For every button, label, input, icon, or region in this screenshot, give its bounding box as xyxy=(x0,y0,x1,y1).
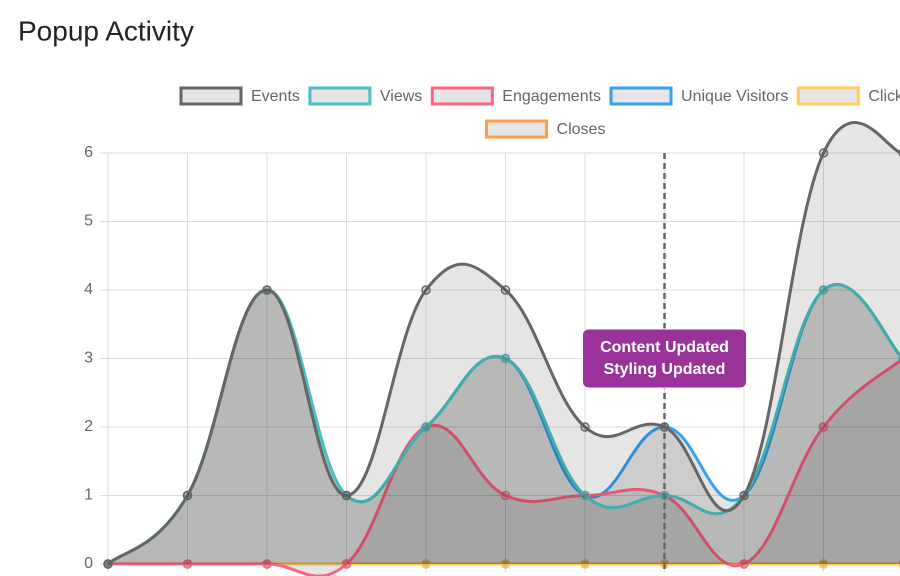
y-tick-label: 2 xyxy=(84,418,93,435)
point xyxy=(500,285,511,295)
point xyxy=(262,285,272,295)
series-area xyxy=(108,360,900,576)
point xyxy=(739,559,749,569)
y-tick-label: 0 xyxy=(84,555,93,572)
y-tick-label: 4 xyxy=(84,281,93,298)
point xyxy=(739,490,749,501)
legend: Events Views Engagements Unique Visitors Cli… xyxy=(179,86,900,139)
annotation-label: Styling Updated xyxy=(604,361,726,378)
point xyxy=(580,559,590,569)
series-area xyxy=(108,122,900,564)
point xyxy=(500,559,511,569)
point xyxy=(500,353,511,364)
legend-swatch xyxy=(430,86,494,106)
point xyxy=(341,559,352,569)
point xyxy=(500,490,511,501)
y-tick-label: 3 xyxy=(84,350,93,367)
point xyxy=(580,422,590,432)
point xyxy=(421,422,431,432)
point xyxy=(580,490,590,501)
legend-label: Views xyxy=(380,88,422,105)
y-tick-label: 1 xyxy=(84,487,93,504)
point xyxy=(818,422,829,432)
y-tick-label: 5 xyxy=(84,213,93,230)
legend-swatch xyxy=(609,86,673,106)
point xyxy=(341,490,352,501)
point xyxy=(103,559,113,569)
legend-item: Unique Visitors xyxy=(609,86,788,106)
point xyxy=(421,285,431,295)
legend-swatch xyxy=(796,86,860,106)
legend-swatch xyxy=(308,86,372,106)
legend-label: Events xyxy=(251,88,300,105)
chart-title: Popup Activity xyxy=(18,15,194,46)
legend-label: Clicks xyxy=(868,88,900,105)
legend-swatch xyxy=(179,86,243,106)
annotation-label: Content Updated xyxy=(600,339,729,356)
annotation-box xyxy=(582,328,747,389)
point xyxy=(818,285,829,295)
series-area xyxy=(108,284,900,564)
point xyxy=(818,559,829,569)
legend-item: Views xyxy=(308,86,422,106)
legend-item: Closes xyxy=(485,119,606,139)
point xyxy=(421,559,431,569)
series-line xyxy=(107,121,900,566)
legend-item: Engagements xyxy=(430,86,601,106)
y-tick-label: 6 xyxy=(84,144,93,161)
legend-swatch xyxy=(485,119,549,139)
legend-label: Engagements xyxy=(502,88,601,105)
point xyxy=(818,148,829,158)
legend-item: Clicks xyxy=(796,86,900,106)
point xyxy=(182,490,193,501)
point xyxy=(262,559,272,569)
legend-item: Events xyxy=(179,86,300,106)
legend-label: Unique Visitors xyxy=(681,88,788,105)
point xyxy=(182,559,193,569)
series-line xyxy=(107,358,900,576)
series-area xyxy=(108,284,900,564)
legend-label: Closes xyxy=(557,121,606,138)
